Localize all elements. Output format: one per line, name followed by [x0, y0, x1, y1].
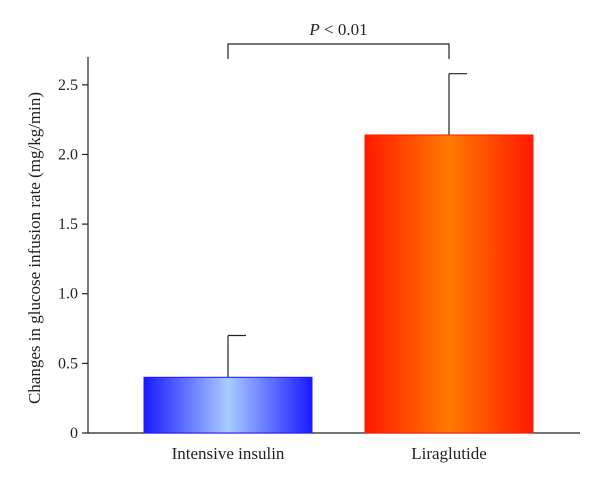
y-tick-label: 0.5: [58, 355, 78, 372]
y-tick-label: 1.5: [58, 216, 78, 233]
significance-label: P < 0.01: [308, 20, 367, 39]
bar-intensive-insulin: [143, 376, 313, 434]
y-axis-title: Changes in glucose infusion rate (mg/kg/…: [25, 92, 44, 404]
y-ticks: 0 0.5 1.0 1.5 2.0 2.5: [58, 77, 88, 442]
y-tick-label: 1.0: [58, 286, 78, 303]
x-tick-label-intensive-insulin: Intensive insulin: [172, 444, 285, 463]
y-tick-label: 2.0: [58, 146, 78, 163]
y-tick-label: 0: [70, 425, 78, 442]
bar-liraglutide: [364, 134, 534, 434]
y-tick-label: 2.5: [58, 77, 78, 94]
significance-p-symbol: P: [308, 20, 319, 39]
significance-bracket: [227, 43, 450, 59]
x-tick-label-liraglutide: Liraglutide: [411, 444, 487, 463]
bars: [143, 73, 534, 434]
significance-threshold: < 0.01: [320, 20, 368, 39]
